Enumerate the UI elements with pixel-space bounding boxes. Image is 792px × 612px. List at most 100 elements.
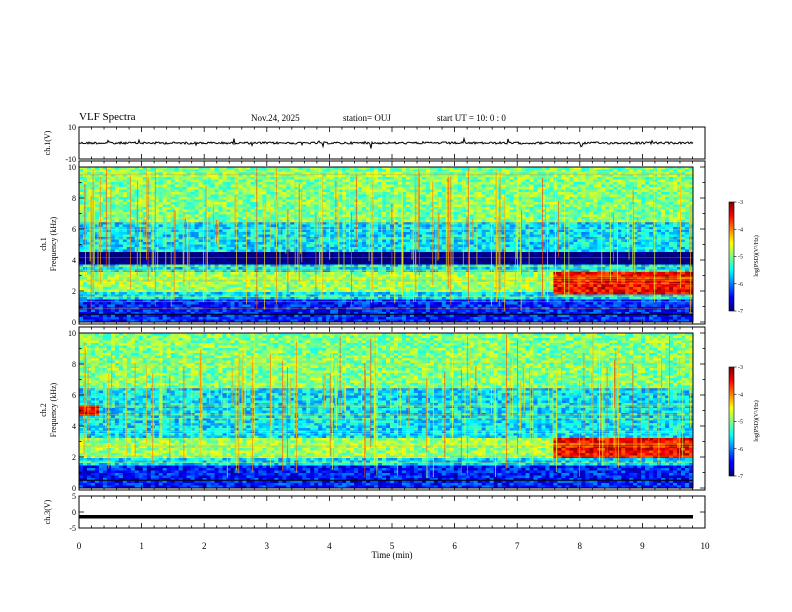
spectrogram-cell — [194, 269, 199, 273]
spectrogram-cell — [206, 177, 211, 180]
spectrogram-cell — [170, 267, 175, 270]
spectrogram-cell — [246, 247, 251, 250]
spectrogram-cell — [134, 274, 140, 278]
spectrogram-cell — [114, 272, 120, 275]
spectrogram-cell — [102, 219, 108, 223]
spectrogram-cell — [198, 239, 203, 243]
spectrogram-cell — [226, 182, 231, 185]
spectrogram-cell — [150, 222, 156, 225]
spectrogram-cell — [79, 239, 84, 243]
spectrogram-cell — [246, 237, 251, 240]
spectrogram-cell — [326, 234, 331, 238]
spectrogram-cell — [190, 219, 195, 223]
spectrogram-cell — [106, 317, 112, 320]
spectrogram-cell — [242, 267, 247, 270]
spectrogram-cell — [326, 169, 331, 173]
spectrogram-cell — [270, 224, 275, 228]
spectrogram-cell — [130, 229, 136, 233]
spectrogram-cell — [338, 272, 343, 275]
spectrogram-cell — [334, 247, 339, 250]
spectrogram-cell — [362, 319, 367, 323]
spectrogram-cell — [362, 194, 367, 198]
spectrogram-cell — [378, 302, 383, 305]
spectrogram-cell — [314, 224, 319, 228]
spectrogram-cell — [314, 227, 319, 230]
spectrogram-cell — [110, 267, 116, 270]
spectrogram-cell — [342, 302, 347, 305]
spectrogram-cell — [198, 209, 203, 213]
spectrogram-cell — [110, 219, 116, 223]
spectrogram-cell — [166, 309, 171, 313]
spectrogram-cell — [322, 284, 327, 288]
spectrogram-cell — [354, 284, 359, 288]
spectrogram-cell — [114, 199, 120, 203]
spectrogram-cell — [358, 287, 363, 290]
spectrogram-cell — [194, 239, 199, 243]
spectrogram-cell — [318, 222, 323, 225]
spectrogram-cell — [334, 269, 339, 273]
spectrogram-cell — [322, 237, 327, 240]
spectrogram-cell — [122, 227, 128, 230]
spectrogram-cell — [130, 309, 136, 313]
spectrogram-cell — [374, 287, 379, 290]
spectrogram-cell — [194, 169, 199, 173]
spectrogram-cell — [374, 184, 379, 188]
spectrogram-cell — [322, 292, 327, 295]
spectrogram-cell — [342, 167, 347, 170]
spectrogram-cell — [346, 297, 351, 300]
spectrogram-cell — [286, 309, 291, 313]
spectrogram-cell — [350, 259, 355, 263]
spectrogram-cell — [278, 259, 283, 263]
spectrogram-cell — [242, 252, 247, 255]
spectrogram-cell — [238, 312, 243, 315]
spectrogram-cell — [230, 184, 235, 188]
spectrogram-cell — [302, 254, 307, 258]
spectrogram-cell — [278, 212, 283, 215]
spectrogram-cell — [154, 274, 160, 278]
spectrogram-cell — [162, 299, 168, 303]
spectrogram-cell — [258, 247, 263, 250]
spectrogram-cell — [206, 167, 211, 170]
spectrogram-cell — [314, 167, 319, 170]
spectrogram-cell — [122, 319, 128, 323]
spectrogram-cell — [150, 294, 156, 298]
spectrogram-cell — [158, 272, 164, 275]
spectrogram-cell — [206, 259, 211, 263]
spectrogram-cell — [118, 197, 124, 200]
spectrogram-cell — [162, 182, 168, 185]
spectrogram-cell — [226, 237, 231, 240]
spectrogram-cell — [314, 199, 319, 203]
spectrogram-cell — [206, 267, 211, 270]
spectrogram-cell — [366, 234, 371, 238]
spectrogram-cell — [270, 317, 275, 320]
spectrogram-cell — [326, 224, 331, 228]
spectrogram-cell — [282, 309, 287, 313]
spectrogram-cell — [242, 209, 247, 213]
spectrogram-cell — [126, 299, 132, 303]
spectrogram-cell — [366, 262, 371, 265]
spectrogram-cell — [158, 289, 164, 293]
spectrogram-cell — [118, 179, 124, 183]
spectrogram-cell — [374, 247, 379, 250]
spectrogram-cell — [202, 309, 207, 313]
spectrogram-cell — [382, 212, 387, 215]
spectrogram-cell — [266, 189, 271, 193]
spectrogram-cell — [378, 217, 383, 220]
spectrogram-cell — [79, 177, 84, 180]
spectrogram-cell — [294, 292, 299, 295]
spectrogram-cell — [310, 222, 315, 225]
spectrogram-cell — [110, 184, 116, 188]
spectrogram-cell — [198, 274, 203, 278]
spectrogram-cell — [98, 244, 104, 248]
spectrogram-cell — [246, 207, 251, 210]
spectrogram-cell — [178, 257, 183, 260]
spectrogram-cell — [102, 174, 108, 178]
spectrogram-cell — [86, 262, 92, 265]
spectrogram-cell — [122, 292, 128, 295]
spectrogram-cell — [310, 274, 315, 278]
spectrogram-cell — [102, 272, 108, 275]
spectrogram-cell — [154, 287, 160, 290]
spectrogram-cell — [330, 257, 335, 260]
spectrogram-cell — [230, 299, 235, 303]
spectrogram-cell — [238, 317, 243, 320]
